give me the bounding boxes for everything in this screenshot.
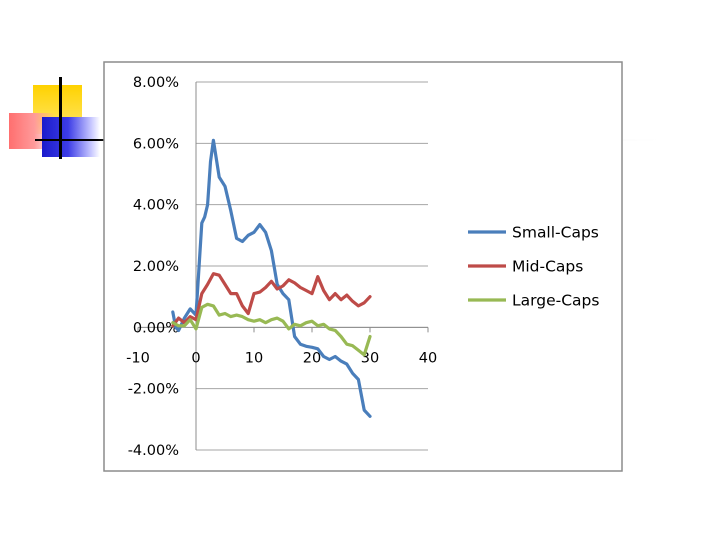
series-line-small-caps <box>171 138 372 418</box>
blue-square-decoration <box>42 117 100 157</box>
y-tick-label: 0.00% <box>133 320 179 336</box>
x-tick-label: 20 <box>303 350 321 366</box>
y-tick-label: 2.00% <box>133 259 179 275</box>
y-tick-label: -2.00% <box>128 382 179 398</box>
vertical-rule-decoration <box>59 77 62 159</box>
series-lines <box>171 138 372 418</box>
x-tick-label: 40 <box>419 350 437 366</box>
y-tick-label: 8.00% <box>133 75 179 91</box>
x-tick-label: 0 <box>191 350 200 366</box>
legend-label: Large-Caps <box>512 292 599 310</box>
legend-label: Mid-Caps <box>512 258 583 276</box>
legend-label: Small-Caps <box>512 224 599 242</box>
y-tick-label: 6.00% <box>133 136 179 152</box>
x-tick-labels: -10 0 10 20 30 40 <box>126 350 437 366</box>
x-tick-label: -10 <box>126 350 150 366</box>
y-tick-labels: 8.00% 6.00% 4.00% 2.00% 0.00% -2.00% -4.00% <box>128 75 179 459</box>
y-tick-label: 4.00% <box>133 198 179 214</box>
series-line-mid-caps <box>171 272 372 328</box>
series-line-large-caps <box>171 302 372 357</box>
y-tick-label: -4.00% <box>128 443 179 459</box>
legend: Small-Caps Mid-Caps Large-Caps <box>468 224 599 310</box>
x-tick-label: 10 <box>245 350 263 366</box>
